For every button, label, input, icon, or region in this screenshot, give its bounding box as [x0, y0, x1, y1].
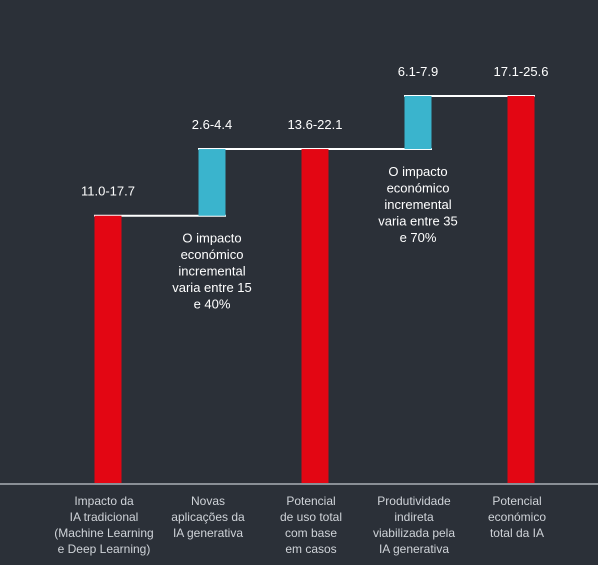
total-bar	[302, 149, 329, 484]
annotation-line: e 40%	[194, 297, 231, 312]
annotation-line: O impacto	[388, 164, 447, 179]
annotation-line: económico	[181, 247, 244, 262]
category-label-line: (Machine Learning	[54, 526, 153, 540]
annotation-line: incremental	[384, 197, 451, 212]
category-label-line: Novas	[191, 494, 225, 508]
category-label-line: Produtividade	[377, 494, 451, 508]
increment-bar	[199, 149, 226, 216]
category-label-line: Potencial	[492, 494, 541, 508]
value-label: 6.1-7.9	[398, 64, 438, 79]
value-label: 11.0-17.7	[81, 184, 135, 199]
total-bar	[95, 216, 122, 484]
annotation-line: varia entre 35	[378, 214, 458, 229]
total-bar	[508, 96, 535, 484]
annotation-line: incremental	[178, 264, 245, 279]
annotation-line: varia entre 15	[172, 280, 252, 295]
annotation-line: económico	[387, 181, 450, 196]
category-label-line: com base	[285, 526, 337, 540]
category-label-line: indireta	[394, 510, 434, 524]
value-label: 2.6-4.4	[192, 117, 232, 132]
category-label-line: IA generativa	[379, 542, 449, 556]
category-label-line: e Deep Learning)	[58, 542, 151, 556]
increment-bar	[405, 96, 432, 149]
category-label-line: de uso total	[280, 510, 342, 524]
category-label-line: total da IA	[490, 526, 544, 540]
category-label-line: económico	[488, 510, 546, 524]
annotation-line: O impacto	[182, 231, 241, 246]
value-label: 13.6-22.1	[288, 117, 343, 132]
category-label-line: viabilizada pela	[373, 526, 455, 540]
category-label: Potencial económico total da IA	[488, 494, 546, 540]
category-label-line: Impacto da	[74, 494, 134, 508]
category-label-line: Potencial	[286, 494, 335, 508]
category-label-line: IA tradicional	[70, 510, 139, 524]
category-label-line: IA generativa	[173, 526, 243, 540]
annotation-line: e 70%	[400, 230, 437, 245]
value-label: 17.1-25.6	[494, 64, 549, 79]
category-label-line: aplicações da	[171, 510, 245, 524]
category-label-line: em casos	[285, 542, 336, 556]
